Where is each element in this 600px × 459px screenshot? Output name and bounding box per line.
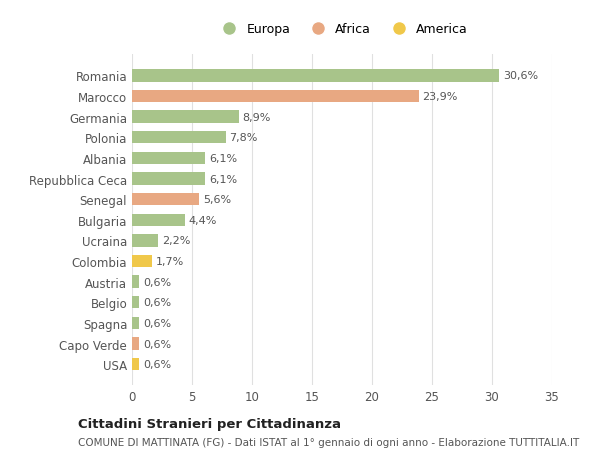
Bar	[132, 194, 199, 206]
Bar	[132, 338, 139, 350]
Text: 0,6%: 0,6%	[143, 297, 171, 308]
Bar	[132, 152, 205, 165]
Text: 0,6%: 0,6%	[143, 277, 171, 287]
Bar	[132, 91, 419, 103]
Text: 5,6%: 5,6%	[203, 195, 231, 205]
Bar	[132, 297, 139, 309]
Bar	[132, 235, 158, 247]
Text: Cittadini Stranieri per Cittadinanza: Cittadini Stranieri per Cittadinanza	[78, 417, 341, 430]
Text: 1,7%: 1,7%	[156, 257, 184, 267]
Text: 0,6%: 0,6%	[143, 318, 171, 328]
Bar	[132, 358, 139, 370]
Text: 30,6%: 30,6%	[503, 71, 538, 81]
Bar	[132, 132, 226, 144]
Text: 6,1%: 6,1%	[209, 174, 237, 184]
Text: 2,2%: 2,2%	[162, 236, 190, 246]
Bar	[132, 317, 139, 330]
Text: 4,4%: 4,4%	[188, 215, 217, 225]
Text: 6,1%: 6,1%	[209, 154, 237, 163]
Bar	[132, 255, 152, 268]
Bar	[132, 276, 139, 288]
Bar	[132, 214, 185, 226]
Text: 23,9%: 23,9%	[422, 92, 458, 102]
Text: 0,6%: 0,6%	[143, 359, 171, 369]
Bar	[132, 111, 239, 123]
Text: 7,8%: 7,8%	[229, 133, 257, 143]
Text: 0,6%: 0,6%	[143, 339, 171, 349]
Text: COMUNE DI MATTINATA (FG) - Dati ISTAT al 1° gennaio di ogni anno - Elaborazione : COMUNE DI MATTINATA (FG) - Dati ISTAT al…	[78, 437, 579, 447]
Text: 8,9%: 8,9%	[242, 112, 271, 123]
Bar	[132, 173, 205, 185]
Bar	[132, 70, 499, 83]
Legend: Europa, Africa, America: Europa, Africa, America	[211, 18, 473, 41]
